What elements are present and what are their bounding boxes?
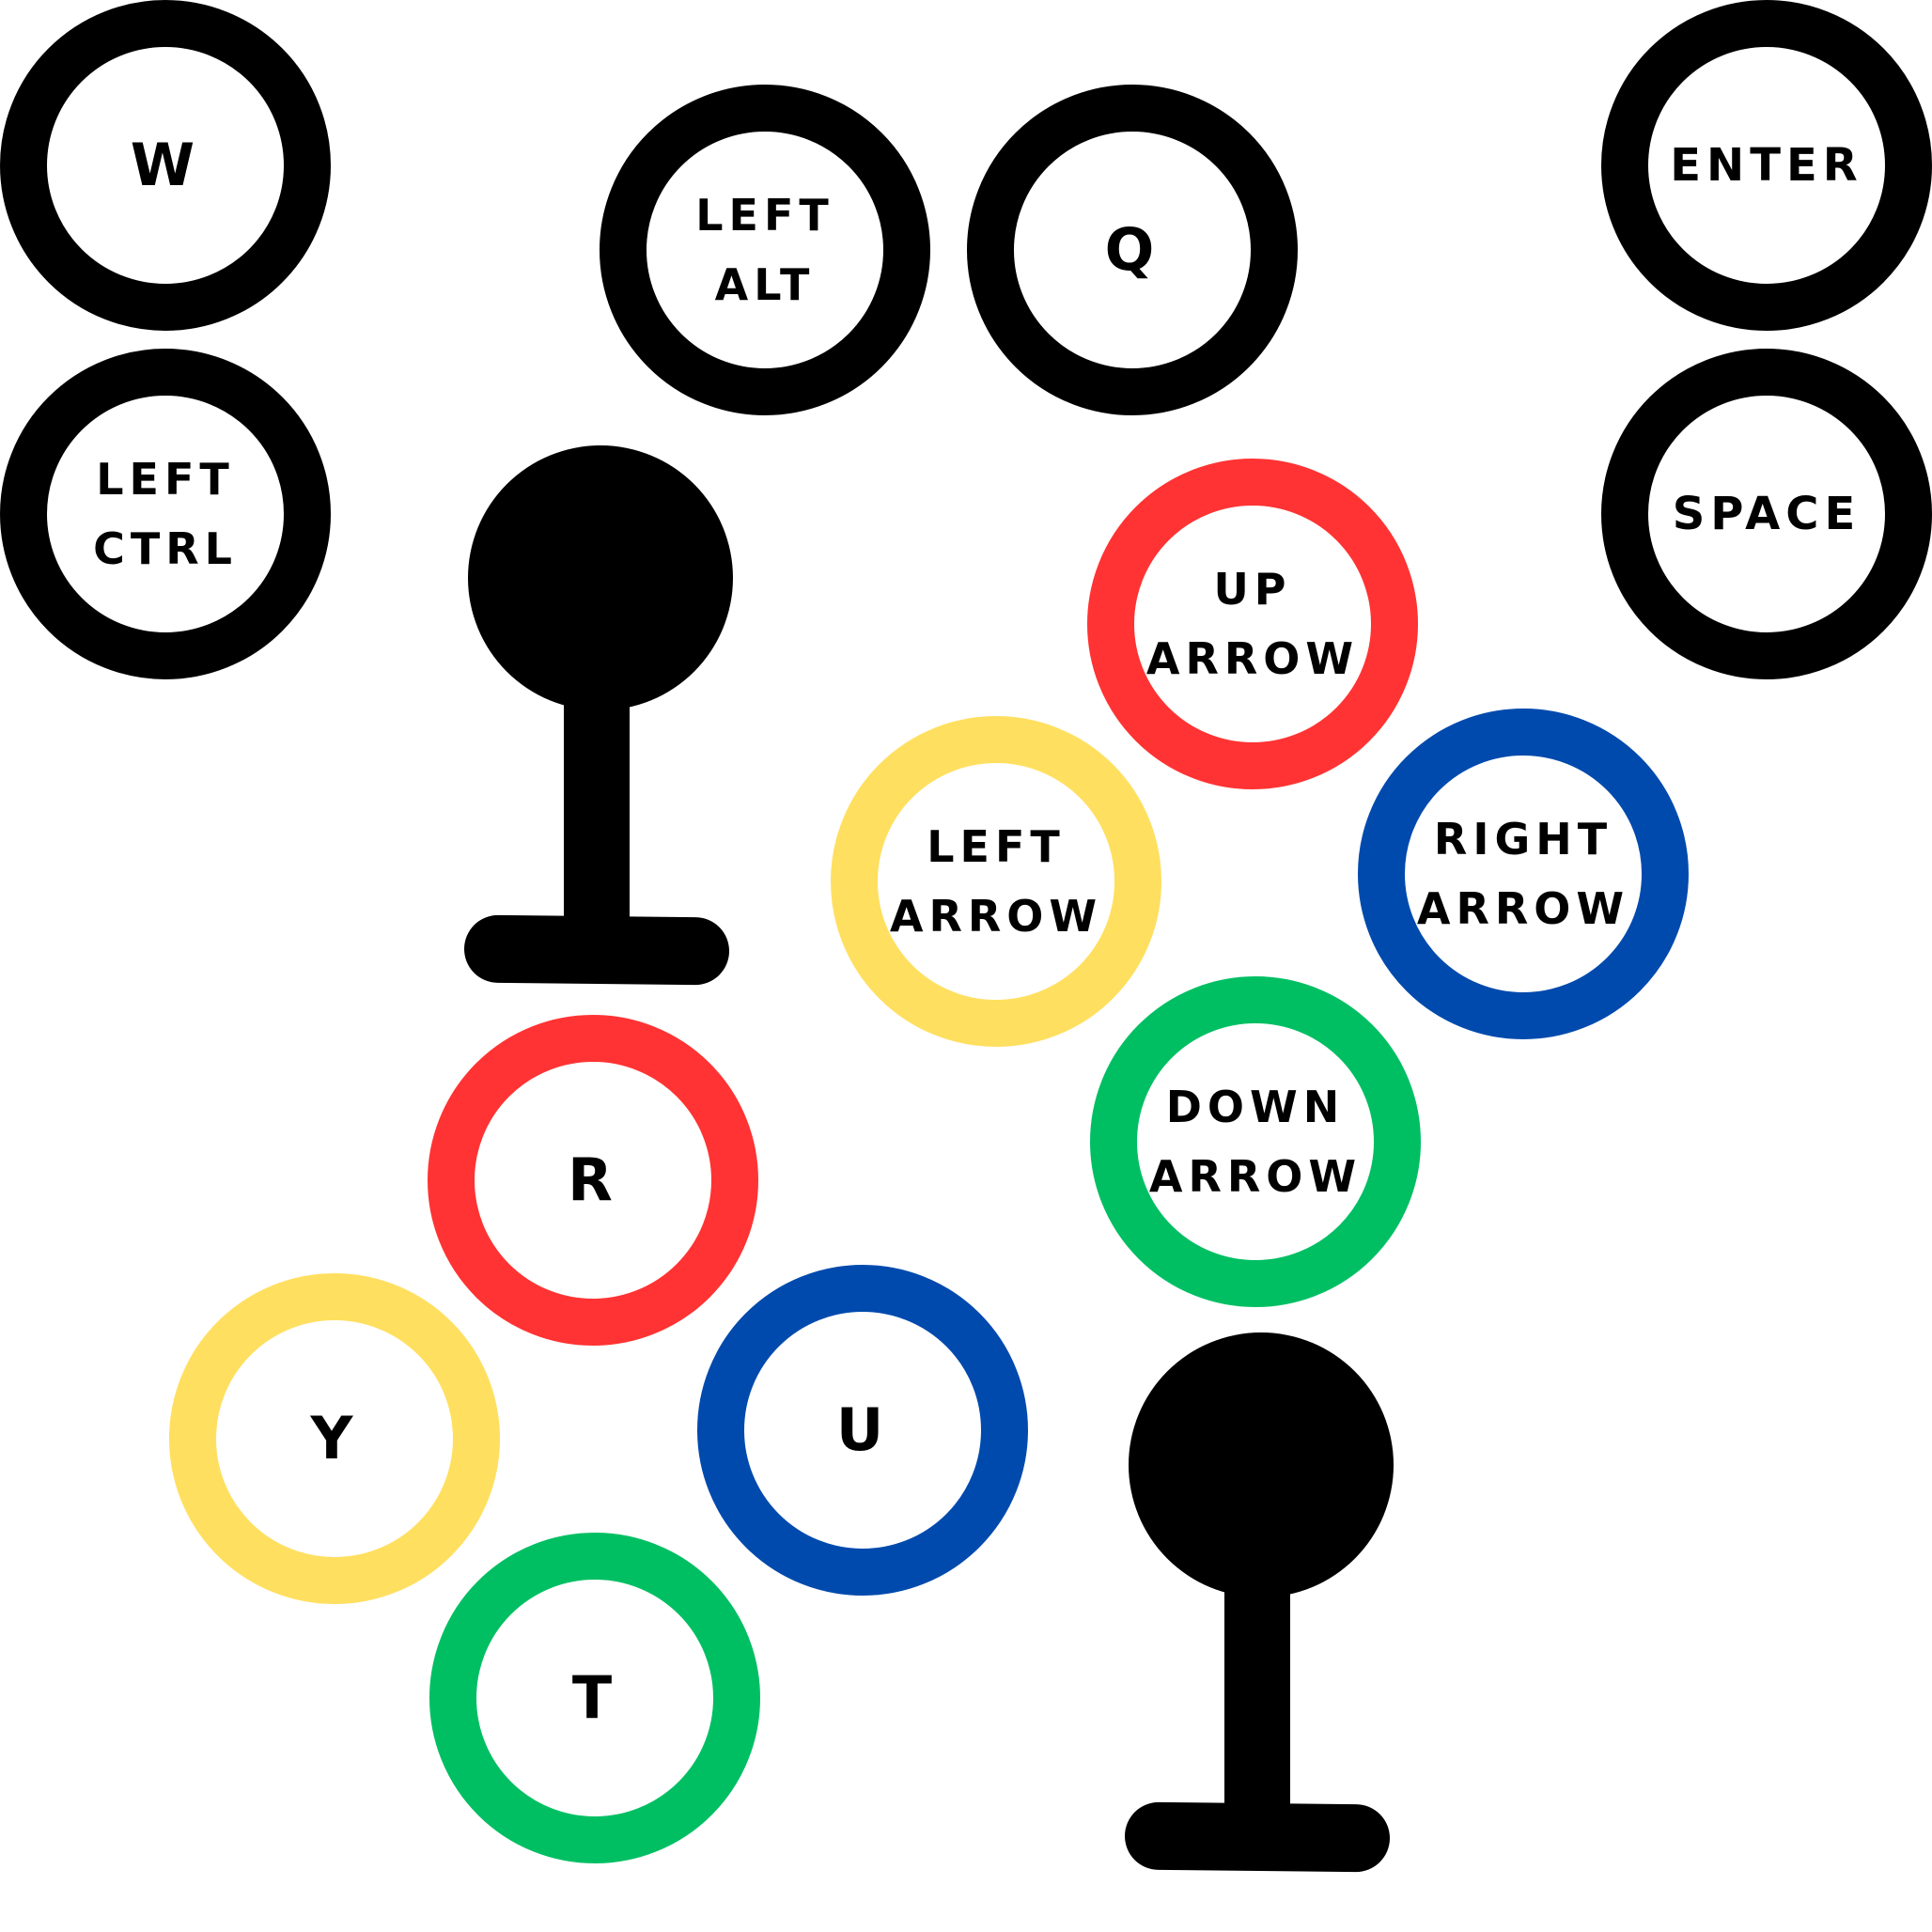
joystick-right-base <box>1124 1801 1391 1873</box>
button-t[interactable]: T <box>429 1533 760 1863</box>
button-r-label: R <box>568 1145 618 1214</box>
button-right-arrow-label-line2: ARROW <box>1416 883 1630 934</box>
button-enter-label: ENTER <box>1670 139 1863 192</box>
joystick-right[interactable] <box>1124 1332 1394 1874</box>
button-y-label: Y <box>310 1404 359 1472</box>
button-up-arrow-label-line2: ARROW <box>1145 633 1360 684</box>
button-u-label: U <box>835 1395 890 1464</box>
button-q[interactable]: Q <box>967 85 1298 415</box>
button-space[interactable]: SPACE <box>1601 349 1932 679</box>
button-r[interactable]: R <box>428 1015 758 1346</box>
joystick-left[interactable] <box>463 445 733 987</box>
button-left-alt[interactable]: LEFT ALT <box>600 85 930 415</box>
button-left-arrow-label-line1: LEFT <box>927 821 1066 872</box>
button-enter[interactable]: ENTER <box>1601 0 1932 331</box>
button-down-arrow-label-line1: DOWN <box>1165 1082 1346 1132</box>
button-y[interactable]: Y <box>169 1273 500 1604</box>
button-right-arrow[interactable]: RIGHT ARROW <box>1358 709 1689 1039</box>
button-left-ctrl-label-line2: CTRL <box>93 523 238 574</box>
button-up-arrow[interactable]: UP ARROW <box>1087 459 1418 789</box>
button-left-ctrl[interactable]: LEFT CTRL <box>0 349 331 679</box>
button-left-ctrl-label-line1: LEFT <box>96 454 235 505</box>
joystick-right-ball-top[interactable] <box>1129 1332 1394 1597</box>
button-left-alt-label-line1: LEFT <box>695 190 834 241</box>
button-left-alt-label-line2: ALT <box>714 259 816 310</box>
joystick-left-ball-top[interactable] <box>468 445 733 710</box>
button-right-arrow-label-line1: RIGHT <box>1433 814 1613 865</box>
button-down-arrow-label-line2: ARROW <box>1148 1151 1363 1202</box>
button-u[interactable]: U <box>697 1265 1028 1596</box>
button-w[interactable]: W <box>0 0 331 331</box>
button-up-arrow-label-line1: UP <box>1213 564 1292 615</box>
joystick-left-base <box>463 914 730 986</box>
button-t-label: T <box>571 1663 618 1732</box>
button-space-label: SPACE <box>1672 488 1862 540</box>
button-left-arrow[interactable]: LEFT ARROW <box>831 716 1161 1047</box>
button-w-label: W <box>130 131 201 199</box>
button-left-arrow-label-line2: ARROW <box>889 891 1103 942</box>
button-q-label: Q <box>1104 215 1161 284</box>
button-down-arrow[interactable]: DOWN ARROW <box>1090 976 1421 1307</box>
